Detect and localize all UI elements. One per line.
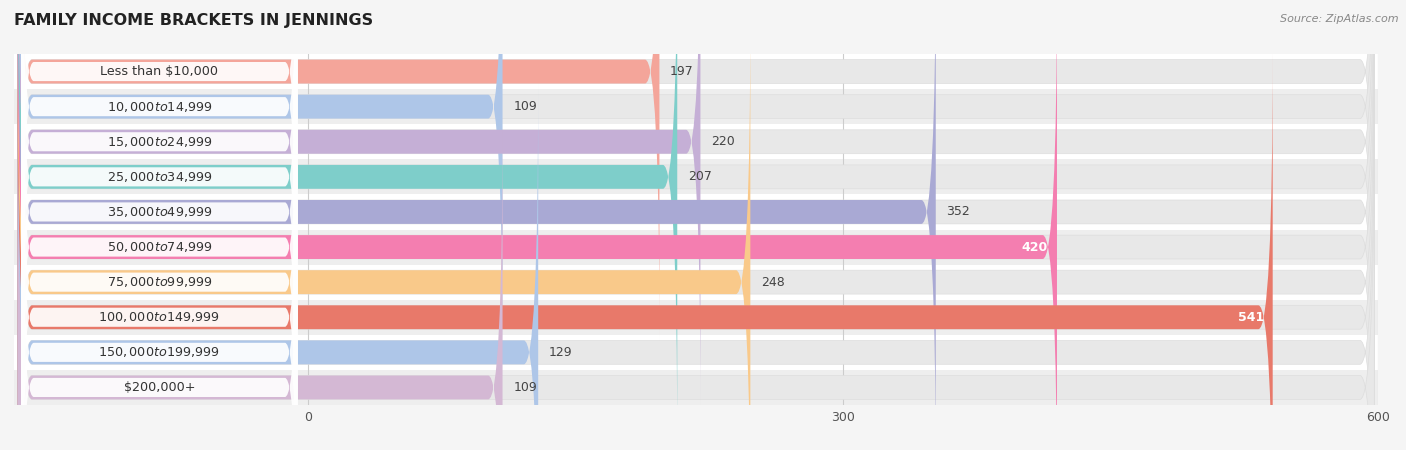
FancyBboxPatch shape (18, 0, 678, 446)
Text: 220: 220 (711, 135, 735, 148)
Text: 197: 197 (671, 65, 695, 78)
FancyBboxPatch shape (18, 0, 936, 450)
Text: 109: 109 (513, 100, 537, 113)
Bar (14, 54, 1378, 89)
Text: 248: 248 (761, 276, 785, 288)
FancyBboxPatch shape (18, 0, 1374, 450)
FancyBboxPatch shape (18, 0, 1374, 450)
Text: $35,000 to $49,999: $35,000 to $49,999 (107, 205, 212, 219)
FancyBboxPatch shape (21, 11, 298, 450)
FancyBboxPatch shape (18, 119, 1374, 450)
FancyBboxPatch shape (18, 0, 700, 410)
Bar (14, 335, 1378, 370)
Bar (14, 230, 1378, 265)
FancyBboxPatch shape (21, 116, 298, 450)
Text: $25,000 to $34,999: $25,000 to $34,999 (107, 170, 212, 184)
Text: $15,000 to $24,999: $15,000 to $24,999 (107, 135, 212, 149)
Bar (14, 194, 1378, 230)
Text: 541: 541 (1237, 311, 1264, 324)
FancyBboxPatch shape (21, 81, 298, 450)
Text: 207: 207 (688, 171, 711, 183)
FancyBboxPatch shape (18, 0, 659, 340)
Text: 352: 352 (946, 206, 970, 218)
FancyBboxPatch shape (18, 49, 1374, 450)
Text: Source: ZipAtlas.com: Source: ZipAtlas.com (1281, 14, 1399, 23)
FancyBboxPatch shape (21, 0, 298, 308)
FancyBboxPatch shape (18, 119, 502, 450)
FancyBboxPatch shape (18, 49, 1272, 450)
FancyBboxPatch shape (21, 46, 298, 450)
FancyBboxPatch shape (18, 14, 1374, 450)
Text: $10,000 to $14,999: $10,000 to $14,999 (107, 99, 212, 114)
Bar (14, 370, 1378, 405)
Bar (14, 159, 1378, 194)
FancyBboxPatch shape (21, 151, 298, 450)
FancyBboxPatch shape (18, 0, 1374, 375)
Text: $150,000 to $199,999: $150,000 to $199,999 (98, 345, 221, 360)
Bar (14, 89, 1378, 124)
Bar (14, 300, 1378, 335)
Text: $75,000 to $99,999: $75,000 to $99,999 (107, 275, 212, 289)
Text: 129: 129 (548, 346, 572, 359)
Text: FAMILY INCOME BRACKETS IN JENNINGS: FAMILY INCOME BRACKETS IN JENNINGS (14, 14, 373, 28)
FancyBboxPatch shape (18, 0, 1374, 410)
Text: Less than $10,000: Less than $10,000 (100, 65, 218, 78)
FancyBboxPatch shape (18, 0, 502, 375)
FancyBboxPatch shape (18, 14, 751, 450)
FancyBboxPatch shape (18, 0, 1057, 450)
FancyBboxPatch shape (21, 0, 298, 343)
FancyBboxPatch shape (21, 0, 298, 448)
Text: 109: 109 (513, 381, 537, 394)
FancyBboxPatch shape (21, 0, 298, 378)
FancyBboxPatch shape (18, 0, 1374, 340)
Text: 420: 420 (1022, 241, 1047, 253)
Bar (14, 265, 1378, 300)
FancyBboxPatch shape (18, 84, 1374, 450)
Text: $100,000 to $149,999: $100,000 to $149,999 (98, 310, 221, 324)
Text: $200,000+: $200,000+ (124, 381, 195, 394)
FancyBboxPatch shape (18, 84, 538, 450)
FancyBboxPatch shape (18, 0, 1374, 446)
Text: $50,000 to $74,999: $50,000 to $74,999 (107, 240, 212, 254)
Bar (14, 124, 1378, 159)
FancyBboxPatch shape (21, 0, 298, 413)
